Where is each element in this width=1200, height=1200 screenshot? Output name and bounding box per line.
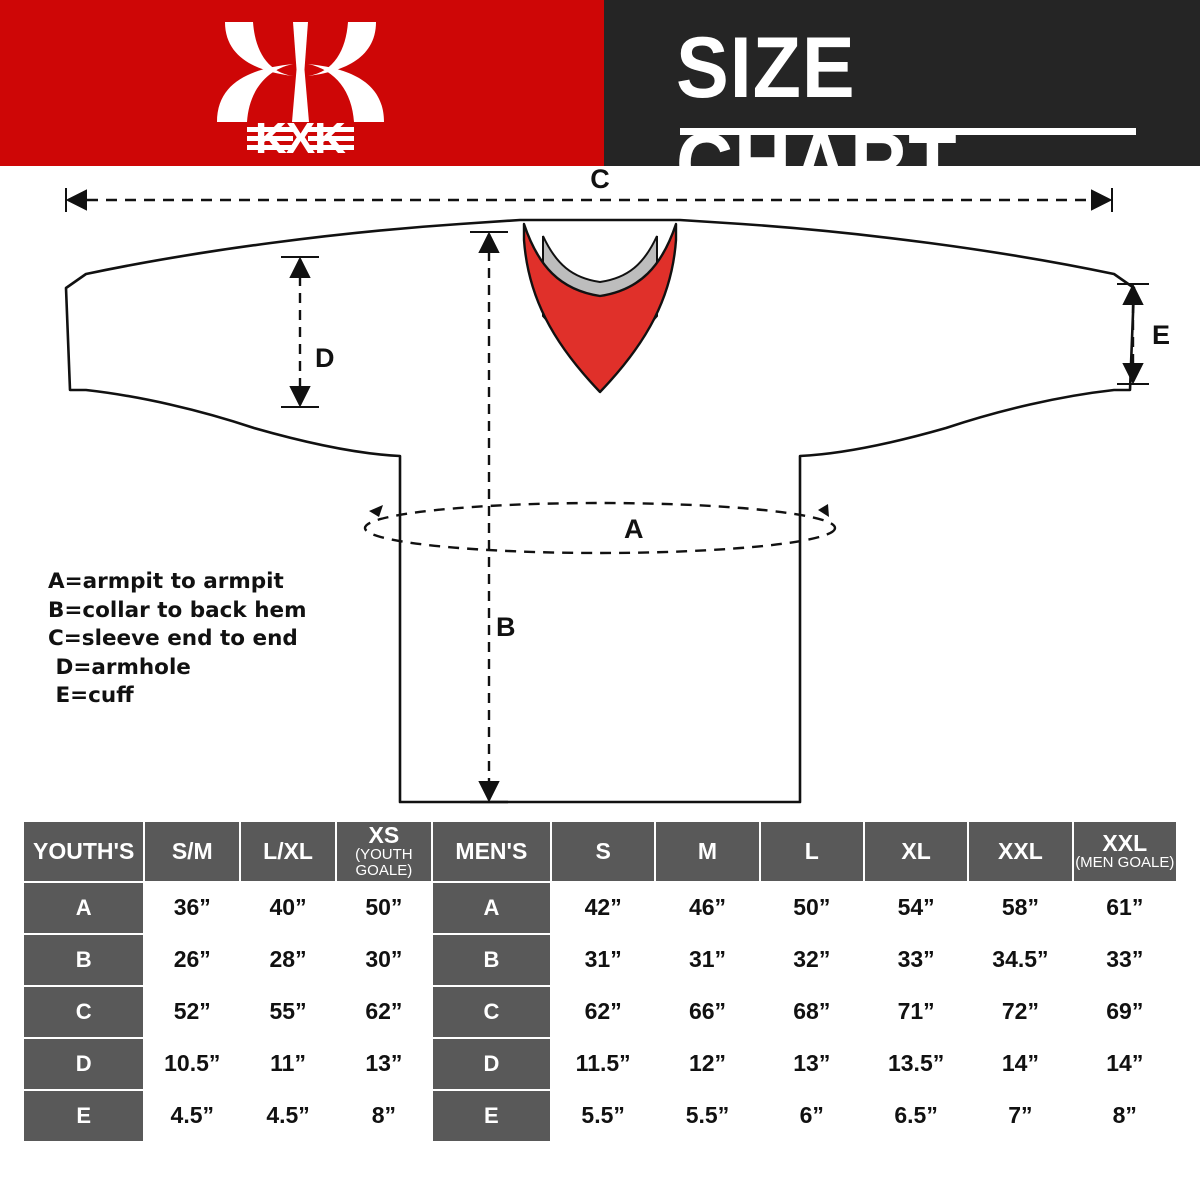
cell-men-c-l: 68”: [760, 986, 863, 1037]
row-label-youth-e: E: [24, 1090, 144, 1141]
row-label-youth-c: C: [24, 986, 144, 1037]
measure-a: [363, 501, 837, 555]
cell-men-d-xl: 13.5”: [864, 1038, 968, 1089]
header-men-xl: XL: [864, 822, 968, 881]
cell-youth-e-lxl: 4.5”: [241, 1090, 335, 1141]
header-men-m: M: [656, 822, 759, 881]
cell-youth-a-xs: 50”: [336, 882, 431, 933]
cell-men-a-l: 50”: [760, 882, 863, 933]
measurement-legend: A=armpit to armpit B=collar to back hem …: [48, 569, 307, 708]
header-mens: MEN'S: [432, 822, 551, 881]
cell-men-b-xxl: 34.5”: [969, 934, 1072, 985]
row-label-youth-a: A: [24, 882, 144, 933]
cell-men-e-m: 5.5”: [656, 1090, 759, 1141]
measure-e: [1117, 283, 1149, 385]
measure-a-arrow: [369, 505, 383, 517]
cell-youth-b-lxl: 28”: [241, 934, 335, 985]
label-e: E: [1152, 320, 1170, 350]
cell-men-a-m: 46”: [656, 882, 759, 933]
header-youth-xs-goalie: XS (YOUTH GOALE): [336, 822, 431, 881]
label-a: A: [624, 514, 644, 544]
cell-men-a-xxl-goalie: 61”: [1073, 882, 1176, 933]
cell-men-b-l: 32”: [760, 934, 863, 985]
header-men-s: S: [552, 822, 655, 881]
label-c: C: [590, 166, 610, 194]
header-men-l: L: [760, 822, 863, 881]
cell-men-a-s: 42”: [552, 882, 655, 933]
banner-dark-panel: [604, 0, 1200, 166]
header-men-xxl-goalie-sub: (MEN GOALE): [1075, 854, 1175, 872]
cell-men-b-m: 31”: [656, 934, 759, 985]
cell-men-d-s: 11.5”: [552, 1038, 655, 1089]
cell-youth-b-sm: 26”: [145, 934, 240, 985]
cell-men-e-xl: 6.5”: [864, 1090, 968, 1141]
header-youth-lxl: L/XL: [241, 822, 335, 881]
header-youth-sm: S/M: [145, 822, 240, 881]
cell-men-b-s: 31”: [552, 934, 655, 985]
kxk-logo: KXK: [203, 14, 398, 163]
cell-men-c-xxl-goalie: 69”: [1073, 986, 1176, 1037]
cell-men-b-xl: 33”: [864, 934, 968, 985]
cell-men-e-xxl-goalie: 8”: [1073, 1090, 1176, 1141]
cell-youth-c-lxl: 55”: [241, 986, 335, 1037]
size-table-wrap: YOUTH'S S/M L/XL XS (YOUTH GOALE) MEN'S: [22, 820, 1178, 1143]
cell-youth-d-lxl: 11”: [241, 1038, 335, 1089]
cell-men-e-s: 5.5”: [552, 1090, 655, 1141]
cell-men-c-xxl: 72”: [969, 986, 1072, 1037]
cell-men-d-xxl-goalie: 14”: [1073, 1038, 1176, 1089]
measure-a-arrow-2: [818, 504, 829, 517]
cell-youth-c-sm: 52”: [145, 986, 240, 1037]
svg-text:KXK: KXK: [255, 114, 346, 154]
measure-c: [65, 188, 1113, 212]
table-header-row: YOUTH'S S/M L/XL XS (YOUTH GOALE) MEN'S: [24, 822, 1176, 881]
row-label-men-b: B: [432, 934, 551, 985]
cell-youth-d-sm: 10.5”: [145, 1038, 240, 1089]
cell-men-e-xxl: 7”: [969, 1090, 1072, 1141]
cell-men-a-xxl: 58”: [969, 882, 1072, 933]
table-row: D 10.5” 11” 13” D 11.5” 12” 13” 13.5” 14…: [24, 1038, 1176, 1089]
cell-men-d-xxl: 14”: [969, 1038, 1072, 1089]
row-label-men-e: E: [432, 1090, 551, 1141]
cell-youth-d-xs: 13”: [336, 1038, 431, 1089]
cell-men-e-l: 6”: [760, 1090, 863, 1141]
table-row: C 52” 55” 62” C 62” 66” 68” 71” 72” 69”: [24, 986, 1176, 1037]
jersey-diagram: D E B A C: [0, 166, 1200, 820]
cell-men-c-s: 62”: [552, 986, 655, 1037]
label-d: D: [315, 343, 335, 373]
jersey-outline: [64, 218, 1136, 804]
table-row: E 4.5” 4.5” 8” E 5.5” 5.5” 6” 6.5” 7” 8”: [24, 1090, 1176, 1141]
cell-men-d-l: 13”: [760, 1038, 863, 1089]
cell-youth-a-lxl: 40”: [241, 882, 335, 933]
cell-youth-e-sm: 4.5”: [145, 1090, 240, 1141]
cell-men-c-m: 66”: [656, 986, 759, 1037]
cell-youth-a-sm: 36”: [145, 882, 240, 933]
cell-men-a-xl: 54”: [864, 882, 968, 933]
cell-youth-c-xs: 62”: [336, 986, 431, 1037]
measure-b: [470, 231, 508, 804]
header-men-xxl-goalie: XXL (MEN GOALE): [1073, 822, 1176, 881]
cell-men-d-m: 12”: [656, 1038, 759, 1089]
cell-men-b-xxl-goalie: 33”: [1073, 934, 1176, 985]
cell-youth-e-xs: 8”: [336, 1090, 431, 1141]
title-underline: [680, 128, 1136, 135]
row-label-men-c: C: [432, 986, 551, 1037]
page-banner: KXK SIZE CHART: [0, 0, 1200, 212]
cell-youth-b-xs: 30”: [336, 934, 431, 985]
row-label-youth-b: B: [24, 934, 144, 985]
row-label-men-d: D: [432, 1038, 551, 1089]
jersey-collar: [522, 222, 678, 394]
header-men-xxl: XXL: [969, 822, 1072, 881]
label-b: B: [496, 612, 516, 642]
row-label-men-a: A: [432, 882, 551, 933]
table-row: B 26” 28” 30” B 31” 31” 32” 33” 34.5” 33…: [24, 934, 1176, 985]
header-youths: YOUTH'S: [24, 822, 144, 881]
cell-men-c-xl: 71”: [864, 986, 968, 1037]
row-label-youth-d: D: [24, 1038, 144, 1089]
header-youth-xs-goalie-sub: (YOUTH GOALE): [355, 846, 413, 880]
measure-d: [281, 256, 319, 408]
table-row: A 36” 40” 50” A 42” 46” 50” 54” 58” 61”: [24, 882, 1176, 933]
size-table: YOUTH'S S/M L/XL XS (YOUTH GOALE) MEN'S: [22, 820, 1178, 1143]
